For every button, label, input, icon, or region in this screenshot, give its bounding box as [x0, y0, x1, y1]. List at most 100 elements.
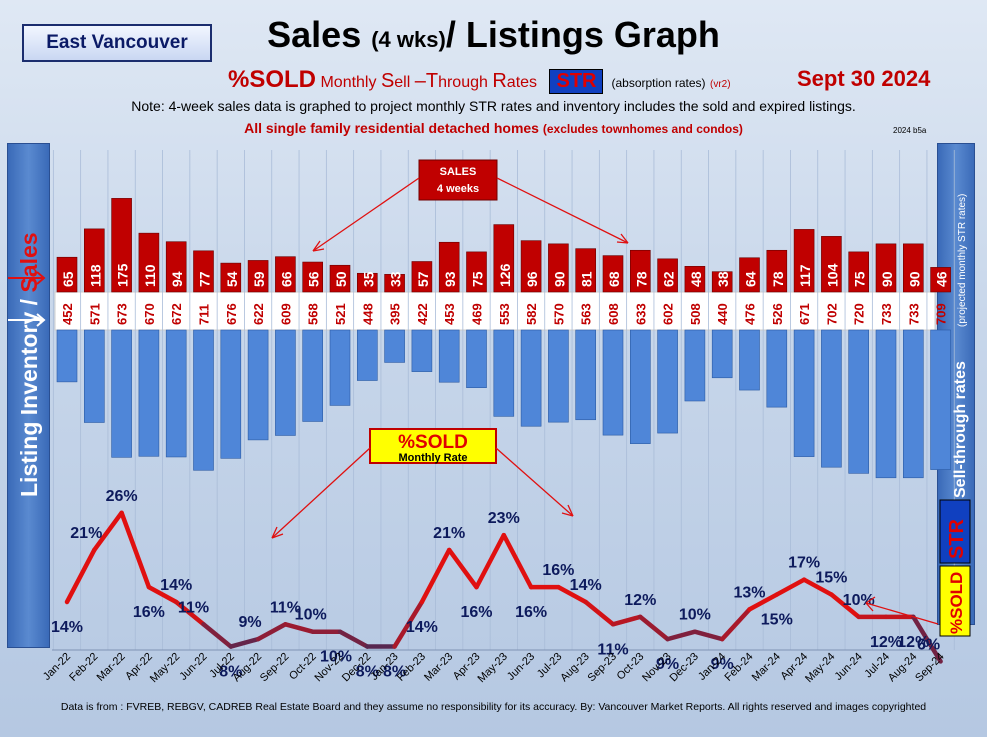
sales-value-label: 81 — [579, 271, 595, 287]
inventory-value-label: 702 — [824, 303, 839, 325]
sales-bar — [84, 228, 105, 293]
sales-value-label: 75 — [470, 271, 486, 287]
sales-bar — [684, 266, 706, 293]
sold-rate-label: 11% — [270, 599, 301, 616]
inventory-bar — [711, 329, 733, 379]
sold-rate-label: 16% — [133, 604, 165, 621]
inventory-value-label: 453 — [442, 303, 457, 325]
inventory-bar — [548, 329, 569, 423]
sales-bar — [165, 241, 187, 293]
sold-rate-label: 9% — [656, 656, 679, 673]
x-tick-label: Mar-23 — [422, 651, 455, 684]
inventory-value-label: 670 — [142, 303, 157, 325]
inventory-value-label: 508 — [688, 303, 703, 325]
sales-bar — [356, 272, 378, 293]
inventory-bar — [275, 329, 296, 436]
inventory-value-label: 602 — [661, 303, 676, 325]
sales-value-label: 93 — [442, 271, 458, 287]
sales-bar — [111, 198, 132, 293]
inventory-bar — [657, 329, 678, 434]
sold-rate-line-segment — [665, 629, 698, 642]
sales-value-label: 62 — [661, 271, 677, 287]
inventory-value-label: 395 — [388, 303, 403, 325]
sales-arrow-icon — [8, 271, 46, 285]
sold-rate-label: 26% — [106, 488, 138, 505]
sold-rate-line-segment — [556, 584, 588, 605]
sales-value-label: 65 — [60, 271, 76, 287]
sales-pointer-right — [496, 177, 629, 244]
sold-rate-label: 16% — [515, 604, 547, 621]
sales-value-label: 75 — [852, 271, 868, 287]
sales-value-label: 94 — [169, 271, 185, 287]
sales-value-label: 48 — [688, 271, 704, 287]
sales-bar — [548, 243, 569, 293]
inventory-bar — [684, 329, 706, 402]
sales-bar — [329, 264, 351, 293]
sold-box — [939, 565, 971, 637]
sales-bar — [411, 261, 433, 293]
sales-bar — [602, 255, 624, 293]
sales-bar — [902, 243, 924, 293]
sold-rate-label: 9% — [711, 656, 734, 673]
sold-rate-label: 16% — [460, 604, 492, 621]
inventory-label-band — [54, 291, 936, 331]
sales-bar — [275, 256, 296, 293]
inventory-value-label: 476 — [743, 303, 758, 325]
sold-rate-line-segment — [337, 629, 370, 649]
sold-rate-line-segment — [419, 547, 452, 605]
sold-rate-label: 11% — [597, 641, 628, 658]
sales-value-label: 64 — [743, 271, 759, 287]
x-tick-label: May-22 — [148, 651, 182, 685]
sales-value-label: 54 — [224, 271, 240, 287]
inventory-bar — [848, 329, 870, 474]
inventory-bar — [138, 329, 160, 457]
inventory-value-label: 733 — [879, 303, 894, 325]
arrowhead-icon — [312, 240, 325, 252]
inventory-bar — [56, 329, 78, 383]
sold-callout-line2: Monthly Rate — [398, 452, 467, 464]
inventory-bar — [575, 329, 597, 421]
sales-value-label: 57 — [415, 271, 431, 287]
sold-rate-label: 16% — [542, 562, 574, 579]
sales-bar — [193, 250, 214, 293]
sold-label: %SOLD — [947, 572, 966, 634]
sales-bar — [138, 232, 160, 293]
inventory-value-label: 582 — [524, 303, 539, 325]
inventory-bar — [384, 329, 405, 363]
inventory-bar — [602, 329, 624, 436]
sold-rate-line-segment — [474, 532, 507, 590]
inventory-value-label: 709 — [934, 303, 949, 325]
x-tick-label: Mar-24 — [750, 651, 783, 684]
inventory-bar — [821, 329, 842, 468]
right-axis-title: Sell-through rates — [952, 361, 969, 498]
inventory-value-label: 570 — [551, 303, 566, 325]
inventory-bar — [302, 329, 324, 422]
sold-rate-line-segment — [92, 510, 124, 553]
sales-bar — [711, 271, 733, 293]
sold-rate-line-segment — [610, 614, 643, 627]
inventory-bar — [493, 329, 515, 417]
sales-value-label: 126 — [497, 263, 513, 287]
sales-bar — [848, 251, 870, 293]
sold-rate-line-segment — [201, 622, 234, 649]
sold-rate-line-segment — [747, 592, 780, 612]
sold-rate-label: 8% — [356, 664, 379, 681]
sold-rate-label: 10% — [320, 649, 352, 666]
inventory-bar — [111, 329, 132, 458]
sales-bar — [520, 240, 542, 293]
sales-value-label: 78 — [633, 271, 649, 287]
sold-rate-label: 10% — [679, 607, 711, 624]
sold-rate-line-segment — [911, 614, 943, 664]
sold-rate-label: 8% — [219, 664, 242, 681]
inventory-bar — [629, 329, 651, 444]
sales-value-label: 90 — [906, 271, 922, 287]
sales-callout-line1: SALES — [440, 166, 477, 178]
sold-rate-line-segment — [146, 584, 179, 605]
str-label: STR — [946, 518, 968, 559]
sales-value-label: 117 — [797, 264, 813, 287]
inventory-value-label: 526 — [770, 303, 785, 325]
note-text: Note: 4-week sales data is graphed to pr… — [131, 98, 856, 114]
inventory-bar — [411, 329, 433, 372]
inventory-value-label: 733 — [906, 303, 921, 325]
sold-rate-label: 14% — [406, 619, 438, 636]
